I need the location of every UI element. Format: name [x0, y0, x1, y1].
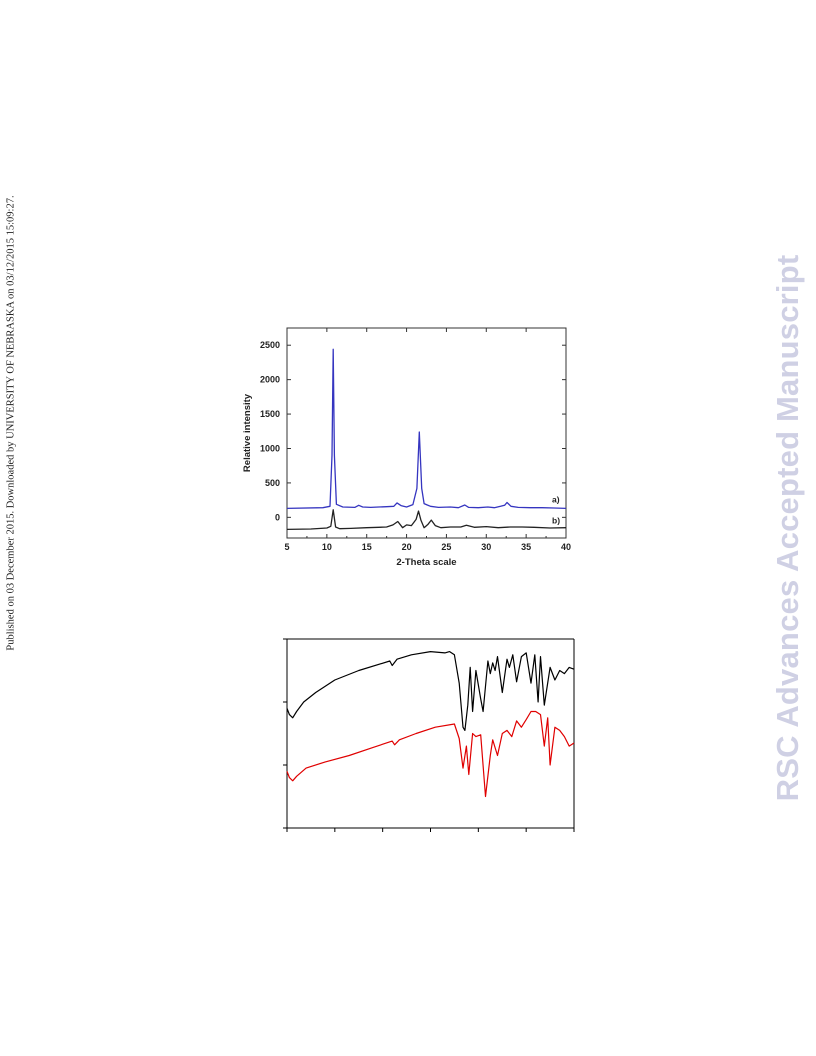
xrd-y-tick-label: 2500 — [260, 340, 280, 350]
xrd-y-tick-label: 0 — [275, 512, 280, 522]
xrd-x-tick-label: 15 — [362, 542, 372, 552]
xrd-x-tick-label: 35 — [521, 542, 531, 552]
xrd-axis-ticks: 5 10 15 20 25 30 35 40 0 500 1000 1500 2000 2500 — [260, 328, 571, 552]
xrd-series-label-a: a) — [552, 494, 560, 504]
xrd-x-tick-label: 40 — [561, 542, 571, 552]
xrd-x-tick-label: 25 — [441, 542, 451, 552]
xrd-series-line-b — [286, 509, 567, 531]
xrd-series-group — [286, 348, 567, 531]
xrd-y-tick-label: 1500 — [260, 409, 280, 419]
xrd-x-tick-label: 20 — [402, 542, 412, 552]
ir-plot-frame — [286, 638, 575, 829]
xrd-series-line-a — [286, 348, 567, 510]
ir-series-line-2 — [286, 710, 575, 798]
ir-series-line-1 — [286, 651, 575, 731]
xrd-y-axis-title: Relative intensity — [242, 393, 253, 472]
xrd-x-tick-label: 30 — [481, 542, 491, 552]
xrd-y-tick-label: 1000 — [260, 443, 280, 453]
ir-axis-ticks — [283, 638, 575, 832]
xrd-x-axis-title: 2-Theta scale — [396, 557, 456, 568]
xrd-series-label-b: b) — [552, 516, 560, 526]
xrd-x-tick-label: 5 — [284, 542, 289, 552]
xrd-x-tick-label: 10 — [322, 542, 332, 552]
xrd-y-tick-label: 2000 — [260, 375, 280, 385]
ir-series-group — [286, 651, 575, 798]
xrd-y-tick-label: 500 — [265, 478, 280, 488]
